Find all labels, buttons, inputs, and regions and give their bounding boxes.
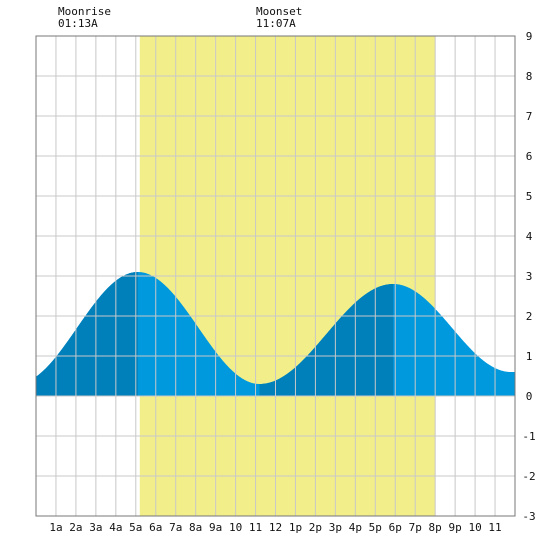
plot-frame [35, 35, 516, 517]
x-tick-label: 3p [329, 521, 342, 534]
x-tick-label: 8p [429, 521, 442, 534]
y-tick-label: 3 [526, 270, 533, 283]
y-tick-label: 9 [526, 30, 533, 43]
x-tick-label: 7a [169, 521, 182, 534]
y-tick-label: 4 [526, 230, 533, 243]
y-tick-label: 7 [526, 110, 533, 123]
moonrise-label: Moonrise 01:13A [58, 6, 111, 30]
x-tick-label: 5a [129, 521, 142, 534]
x-tick-label: 11 [249, 521, 262, 534]
x-tick-label: 11 [488, 521, 501, 534]
y-tick-label: -1 [522, 430, 535, 443]
x-tick-label: 6a [149, 521, 162, 534]
x-tick-label: 2p [309, 521, 322, 534]
x-tick-label: 1p [289, 521, 302, 534]
tide-rising-area [36, 272, 138, 396]
x-tick-label: 4a [109, 521, 122, 534]
x-tick-label: 12 [269, 521, 282, 534]
y-tick-label: -2 [522, 470, 535, 483]
x-tick-label: 8a [189, 521, 202, 534]
tide-rising-area [259, 284, 394, 396]
moonset-label: Moonset 11:07A [256, 6, 302, 30]
moonset-title: Moonset [256, 5, 303, 18]
y-tick-label: -3 [522, 510, 535, 523]
x-tick-label: 1a [49, 521, 62, 534]
x-tick-label: 9a [209, 521, 222, 534]
x-tick-label: 10 [468, 521, 481, 534]
x-tick-label: 9p [449, 521, 462, 534]
x-tick-label: 7p [409, 521, 422, 534]
x-tick-label: 2a [69, 521, 82, 534]
y-tick-label: 0 [526, 390, 533, 403]
y-tick-label: 6 [526, 150, 533, 163]
moonrise-time: 01:13A [58, 17, 98, 30]
y-tick-label: 5 [526, 190, 533, 203]
x-tick-label: 5p [369, 521, 382, 534]
x-tick-label: 10 [229, 521, 242, 534]
y-tick-label: 8 [526, 70, 533, 83]
y-tick-label: 2 [526, 310, 533, 323]
moonset-time: 11:07A [256, 17, 296, 30]
x-tick-label: 4p [349, 521, 362, 534]
y-tick-label: 1 [526, 350, 533, 363]
x-tick-label: 6p [389, 521, 402, 534]
moonrise-title: Moonrise [58, 5, 111, 18]
x-tick-label: 3a [89, 521, 102, 534]
